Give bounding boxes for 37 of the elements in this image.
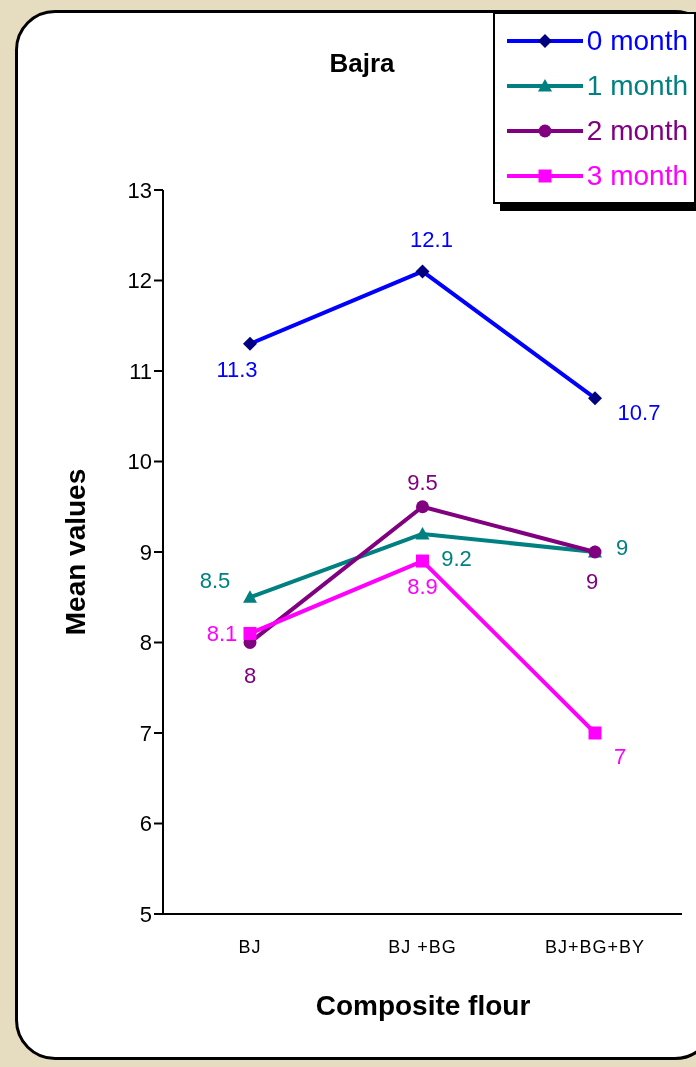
data-label: 11.3: [216, 357, 258, 383]
data-label: 8.5: [199, 567, 231, 593]
y-tick-label: 8: [139, 630, 152, 656]
y-tick-label: 13: [127, 177, 152, 203]
legend-label: 0 month: [586, 24, 688, 57]
data-label: 10.7: [617, 399, 661, 425]
y-axis-title: Mean values: [59, 468, 91, 636]
point: [416, 554, 429, 568]
data-label: 7: [613, 743, 627, 769]
point: [243, 626, 257, 640]
x-axis-title: Composite flour: [315, 989, 531, 1021]
point: [415, 526, 430, 540]
y-tick-label: 6: [139, 811, 152, 837]
legend-label: 2 month: [586, 114, 688, 147]
legend-label: 1 month: [586, 69, 688, 102]
data-label: 8.1: [206, 620, 238, 646]
x-tick-label: BJ+BG+BY: [544, 936, 646, 957]
point: [588, 726, 602, 740]
point: [416, 500, 429, 514]
data-label: 9.5: [407, 470, 438, 496]
x-tick-label: BJ +BG: [388, 936, 457, 957]
data-label: 9.2: [441, 546, 472, 572]
y-tick-label: 11: [129, 358, 152, 384]
y-tick-label: 7: [139, 720, 152, 746]
data-label: 9: [615, 534, 629, 560]
y-tick-label: 9: [139, 539, 152, 565]
legend-label: 3 month: [586, 159, 688, 192]
point: [243, 590, 257, 603]
x-tick-label: BJ: [238, 936, 262, 957]
data-label: 9: [585, 568, 599, 594]
y-tick-label: 12: [127, 268, 152, 294]
data-label: 8: [243, 663, 257, 688]
data-label: 12.1: [410, 226, 453, 252]
data-label: 8.9: [407, 573, 438, 599]
y-tick-label: 10: [127, 449, 152, 475]
y-tick-label: 5: [139, 901, 152, 927]
chart-title: Bajra: [329, 48, 396, 78]
